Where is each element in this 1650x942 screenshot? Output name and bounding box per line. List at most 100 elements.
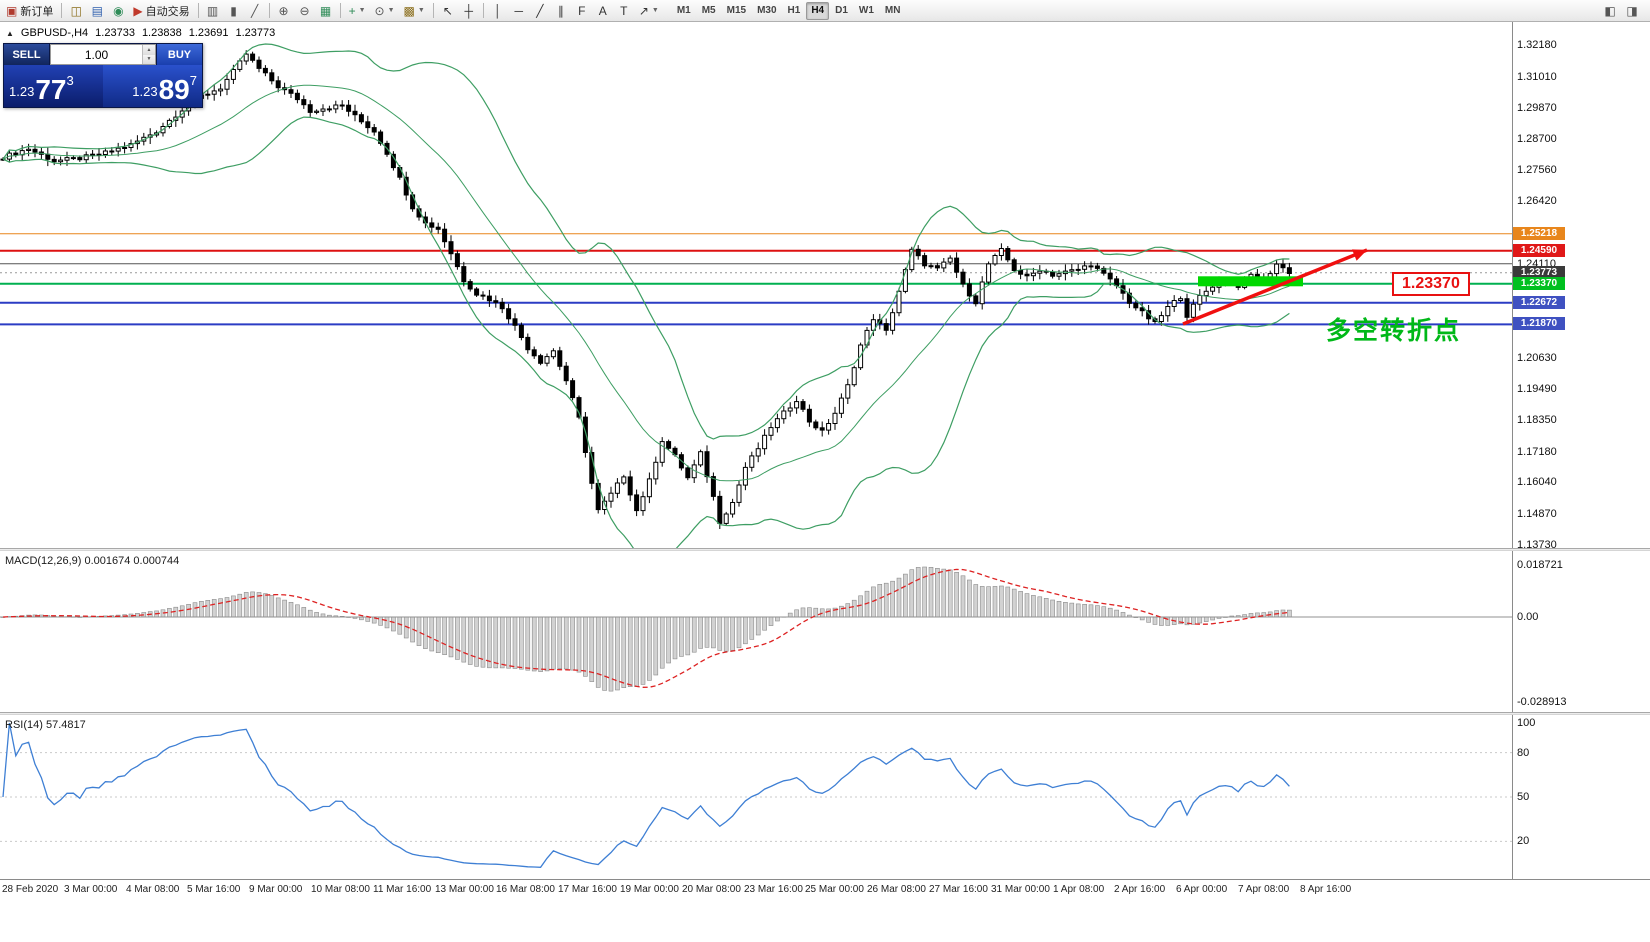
- trendline-button[interactable]: ╱: [530, 1, 550, 21]
- panel-collapse-icon[interactable]: ▲: [6, 28, 14, 38]
- tile-windows-button[interactable]: ▦: [316, 1, 336, 21]
- dock-right-icon[interactable]: ◨: [1626, 3, 1638, 18]
- time-axis-label: 10 Mar 08:00: [311, 884, 370, 895]
- support-zone-rect[interactable]: [1198, 276, 1303, 287]
- macd-label: MACD(12,26,9) 0.001674 0.000744: [5, 555, 180, 567]
- volume-up-icon[interactable]: ▲: [143, 45, 155, 55]
- templates-icon: ▩: [403, 3, 415, 18]
- toolbar-separator: [482, 3, 484, 18]
- timeframe-m15-button[interactable]: M15: [726, 5, 747, 16]
- sell-price-big: 77: [35, 74, 67, 106]
- price-axis-label: 1.13730: [1517, 539, 1557, 551]
- zoom-out-button[interactable]: ⊖: [295, 1, 315, 21]
- price-axis-label: 1.17180: [1517, 446, 1557, 458]
- new-order-button[interactable]: ▣ 新订单: [2, 1, 57, 21]
- timeframe-d1-button[interactable]: D1: [835, 5, 848, 16]
- volume-down-icon[interactable]: ▼: [143, 54, 155, 64]
- candles-layer: [0, 50, 1292, 529]
- sell-button[interactable]: SELL: [4, 44, 50, 65]
- volume-spinner: ▲ ▼: [142, 45, 155, 64]
- text-button[interactable]: A: [593, 1, 613, 21]
- time-axis-label: 25 Mar 00:00: [805, 884, 864, 895]
- candle-chart-button[interactable]: ▮: [224, 1, 244, 21]
- volume-field-wrap: ▲ ▼: [50, 44, 156, 65]
- candle-chart-icon: ▮: [230, 3, 237, 18]
- arrows-button[interactable]: ↗ ▼: [635, 1, 663, 21]
- autotrading-button[interactable]: ▶ 自动交易: [129, 1, 193, 21]
- price-axis-label: 1.31010: [1517, 71, 1557, 83]
- vertical-line-button[interactable]: │: [488, 1, 508, 21]
- bar-chart-button[interactable]: ▥: [203, 1, 223, 21]
- time-axis-label: 26 Mar 08:00: [867, 884, 926, 895]
- macd-panel-canvas[interactable]: [0, 551, 1512, 712]
- macd-histogram: [0, 566, 1292, 692]
- fibonacci-button[interactable]: F: [572, 1, 592, 21]
- panel-splitter[interactable]: [0, 712, 1650, 715]
- rsi-panel-canvas[interactable]: [0, 715, 1512, 879]
- main-toolbar: ▣ 新订单 ◫ ▤ ◉ ▶ 自动交易 ▥ ▮ ╱ ⊕ ⊖ ▦ + ▼ ⊙ ▼ ▩ ▼ ↖ ┼ │ ─ ╱ ∥ F A T ↗ ▼ M1 M5…: [0, 0, 1650, 22]
- indicators-button[interactable]: + ▼: [345, 1, 370, 21]
- timeframe-m30-button[interactable]: M30: [757, 5, 777, 16]
- indicators-icon: +: [348, 3, 356, 18]
- toolbar-separator: [197, 3, 199, 18]
- volume-input[interactable]: [51, 45, 142, 64]
- profiles-icon: ▤: [91, 3, 104, 18]
- channel-icon: ∥: [557, 3, 564, 18]
- sell-price-display[interactable]: 1.23 77 3: [4, 65, 103, 107]
- templates-button[interactable]: ▩ ▼: [400, 1, 429, 21]
- timeframe-m1-button[interactable]: M1: [676, 5, 691, 16]
- price-axis-label: 1.14870: [1517, 508, 1557, 520]
- time-axis-label: 6 Apr 00:00: [1176, 884, 1228, 895]
- charts-window-icon: ◫: [70, 3, 83, 18]
- chevron-down-icon[interactable]: ▼: [387, 7, 395, 14]
- dock-left-icon[interactable]: ◧: [1604, 3, 1616, 18]
- chevron-down-icon[interactable]: ▼: [651, 7, 659, 14]
- panel-splitter[interactable]: [0, 548, 1650, 551]
- price-axis-label: 1.20630: [1517, 352, 1557, 364]
- timeframe-m5-button[interactable]: M5: [701, 5, 716, 16]
- chevron-down-icon[interactable]: ▼: [417, 7, 425, 14]
- turning-point-text[interactable]: 多空转折点: [1326, 317, 1462, 345]
- timeframe-w1-button[interactable]: W1: [858, 5, 874, 16]
- trend-arrow[interactable]: [1182, 248, 1368, 326]
- time-axis[interactable]: 28 Feb 2020 3 Mar 00:00 4 Mar 08:00 5 Mar 1…: [0, 879, 1650, 900]
- toolbar-separator: [61, 3, 63, 18]
- price-tag: 1.24590: [1513, 244, 1565, 257]
- cursor-icon: ↖: [442, 3, 453, 18]
- time-axis-label: 4 Mar 08:00: [126, 884, 180, 895]
- toolbar-separator: [268, 3, 270, 18]
- charts-window-button[interactable]: ◫: [66, 1, 86, 21]
- autotrading-button-label: 自动交易: [145, 5, 190, 18]
- time-axis-label: 19 Mar 00:00: [620, 884, 679, 895]
- symbol-period-label: GBPUSD-,H4: [20, 27, 89, 39]
- market-watch-button[interactable]: ◉: [108, 1, 128, 21]
- macd-axis-label: -0.028913: [1517, 696, 1567, 708]
- time-axis-label: 1 Apr 08:00: [1053, 884, 1105, 895]
- price-tag: 1.25218: [1513, 227, 1565, 240]
- channel-button[interactable]: ∥: [551, 1, 571, 21]
- price-callout-label[interactable]: 1.23370: [1392, 272, 1470, 296]
- zoom-in-button[interactable]: ⊕: [274, 1, 294, 21]
- time-axis-label: 3 Mar 00:00: [64, 884, 118, 895]
- timeframe-h1-button[interactable]: H1: [787, 5, 801, 16]
- buy-price-display[interactable]: 1.23 89 7: [103, 65, 202, 107]
- cursor-button[interactable]: ↖: [438, 1, 458, 21]
- chevron-down-icon[interactable]: ▼: [358, 7, 366, 14]
- periods-button[interactable]: ⊙ ▼: [371, 1, 399, 21]
- price-chart-canvas[interactable]: [0, 22, 1512, 548]
- timeframe-mn-button[interactable]: MN: [884, 5, 901, 16]
- price-axis-border: [1512, 22, 1513, 900]
- line-chart-button[interactable]: ╱: [245, 1, 265, 21]
- buy-price-big: 89: [158, 74, 190, 106]
- price-axis-label: 1.26420: [1517, 195, 1557, 207]
- label-button[interactable]: T: [614, 1, 634, 21]
- ohlc-open: 1.23733: [95, 27, 135, 39]
- horizontal-line-button[interactable]: ─: [509, 1, 529, 21]
- time-axis-label: 7 Apr 08:00: [1238, 884, 1290, 895]
- timeframe-h4-button[interactable]: H4: [806, 1, 830, 20]
- profiles-button[interactable]: ▤: [87, 1, 107, 21]
- crosshair-button[interactable]: ┼: [459, 1, 479, 21]
- price-axis-label: 1.19490: [1517, 383, 1557, 395]
- buy-button[interactable]: BUY: [156, 44, 202, 65]
- tile-windows-icon: ▦: [319, 3, 332, 18]
